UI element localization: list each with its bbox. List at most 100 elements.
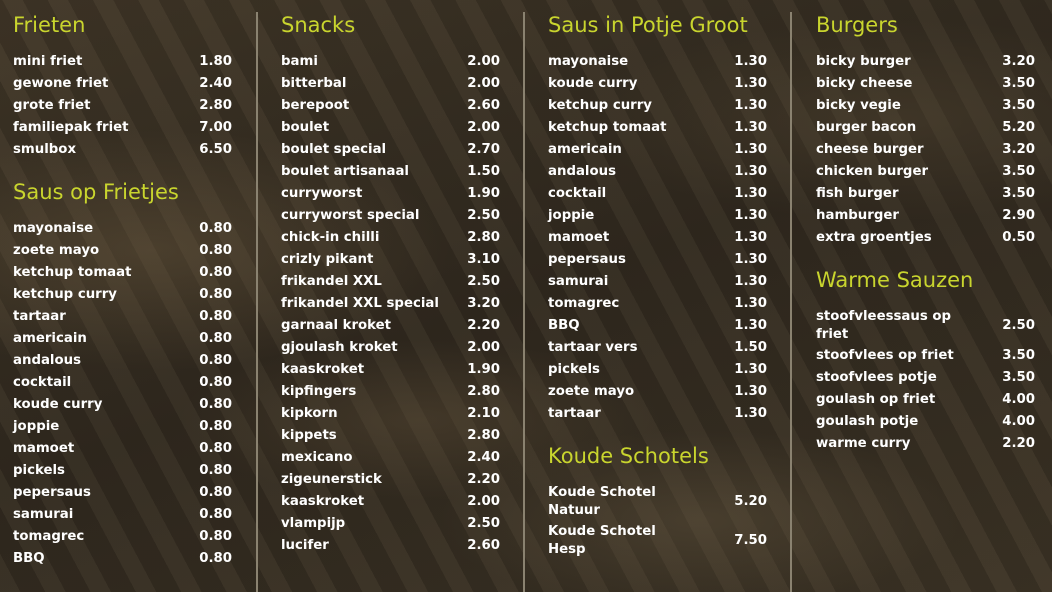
item-price: 5.20 <box>1002 120 1035 135</box>
item-name: fish burger <box>816 186 899 201</box>
item-price: 3.20 <box>1002 54 1035 69</box>
menu-item: kaaskroket 1.90 <box>281 359 500 381</box>
menu-item: Koude Schotel Natuur 5.20 <box>548 482 767 521</box>
item-price: 5.20 <box>734 493 767 509</box>
menu-item: stoofvlees op friet 3.50 <box>816 345 1035 367</box>
item-name: ketchup tomaat <box>548 120 667 135</box>
item-price: 1.30 <box>734 54 767 69</box>
menu-column: Frieten mini friet 1.80 gewone friet 2.40 gro… <box>13 12 232 570</box>
item-price: 1.30 <box>734 296 767 311</box>
section-title: Saus op Frietjes <box>13 180 179 204</box>
item-price: 2.50 <box>1002 317 1035 333</box>
menu-item: stoofvlees potje 3.50 <box>816 367 1035 389</box>
item-price: 1.30 <box>734 98 767 113</box>
section-title: Frieten <box>13 13 86 37</box>
item-price: 0.80 <box>199 463 232 478</box>
item-name: gjoulash kroket <box>281 340 398 355</box>
item-price: 3.50 <box>1002 98 1035 113</box>
menu-item: berepoot 2.60 <box>281 95 500 117</box>
item-name: samurai <box>13 507 74 522</box>
item-name: boulet artisanaal <box>281 164 409 179</box>
item-name: Koude Schotel Natuur <box>548 484 656 518</box>
section-title: Burgers <box>816 13 898 37</box>
item-name: gewone friet <box>13 76 109 91</box>
item-name: frikandel XXL <box>281 274 382 289</box>
menu-item: bitterbal 2.00 <box>281 73 500 95</box>
item-price: 1.30 <box>734 76 767 91</box>
item-price: 0.80 <box>199 419 232 434</box>
menu-item: Koude Schotel Hesp 7.50 <box>548 521 767 560</box>
item-price: 2.20 <box>1002 436 1035 451</box>
item-price: 0.80 <box>199 309 232 324</box>
item-price: 2.00 <box>467 494 500 509</box>
item-name: mayonaise <box>548 54 629 69</box>
item-name: tomagrec <box>13 529 85 544</box>
item-name: mini friet <box>13 54 83 69</box>
item-price: 0.80 <box>199 441 232 456</box>
menu-item: garnaal kroket 2.20 <box>281 315 500 337</box>
menu-item: gjoulash kroket 2.00 <box>281 337 500 359</box>
menu-item: ketchup curry 1.30 <box>548 95 767 117</box>
item-name: kipkorn <box>281 406 338 421</box>
column-divider <box>523 12 525 592</box>
item-name: chick-in chilli <box>281 230 380 245</box>
item-name: vlampijp <box>281 516 346 531</box>
item-price: 1.30 <box>734 120 767 135</box>
section-title: Warme Sauzen <box>816 268 974 292</box>
item-name: mamoet <box>548 230 610 245</box>
item-name: zoete mayo <box>548 384 635 399</box>
item-name: boulet special <box>281 142 387 157</box>
item-price: 2.40 <box>199 76 232 91</box>
menu-item: gewone friet 2.40 <box>13 73 232 95</box>
menu-item: warme curry 2.20 <box>816 433 1035 455</box>
menu-item: kaaskroket 2.00 <box>281 491 500 513</box>
item-price: 0.80 <box>199 353 232 368</box>
menu-item: tartaar vers 1.50 <box>548 337 767 359</box>
item-price: 2.00 <box>467 76 500 91</box>
item-name: kipfingers <box>281 384 357 399</box>
menu-section: Koude Schotels Koude Schotel Natuur 5.20 Ko… <box>548 443 767 560</box>
item-name: boulet <box>281 120 330 135</box>
item-price: 1.30 <box>734 252 767 267</box>
item-price: 2.80 <box>467 384 500 399</box>
menu-item: stoofvleessaus op friet 2.50 <box>816 306 1035 345</box>
item-name: smulbox <box>13 142 77 157</box>
item-price: 2.50 <box>467 516 500 531</box>
menu-column: Snacks bami 2.00 bitterbal 2.00 berepoot 2.60 b… <box>281 12 500 557</box>
item-price: 3.10 <box>467 252 500 267</box>
item-price: 1.50 <box>734 340 767 355</box>
item-name: pepersaus <box>548 252 626 267</box>
menu-section: Burgers bicky burger 3.20 bicky cheese 3.50 b… <box>816 12 1035 249</box>
item-name: Koude Schotel Hesp <box>548 523 656 557</box>
item-price: 2.80 <box>467 230 500 245</box>
column-divider <box>790 12 792 592</box>
menu-item: fish burger 3.50 <box>816 183 1035 205</box>
item-name: garnaal kroket <box>281 318 392 333</box>
item-name: andalous <box>548 164 617 179</box>
menu-item: chicken burger 3.50 <box>816 161 1035 183</box>
item-price: 2.00 <box>467 54 500 69</box>
menu-item: mini friet 1.80 <box>13 51 232 73</box>
item-price: 2.40 <box>467 450 500 465</box>
item-name: chicken burger <box>816 164 929 179</box>
menu-item: andalous 0.80 <box>13 350 232 372</box>
item-price: 4.00 <box>1002 392 1035 407</box>
menu-column: Saus in Potje Groot mayonaise 1.30 koude cu… <box>548 12 767 560</box>
menu-section: Frieten mini friet 1.80 gewone friet 2.40 gro… <box>13 12 232 161</box>
menu-item: vlampijp 2.50 <box>281 513 500 535</box>
menu-section: Saus op Frietjes mayonaise 0.80 zoete mayo 0… <box>13 179 232 570</box>
menu-item: mamoet 0.80 <box>13 438 232 460</box>
item-name: curryworst special <box>281 208 420 223</box>
menu-item: chick-in chilli 2.80 <box>281 227 500 249</box>
menu-item: crizly pikant 3.10 <box>281 249 500 271</box>
item-name: ketchup curry <box>13 287 117 302</box>
item-name: hamburger <box>816 208 899 223</box>
item-name: cocktail <box>548 186 607 201</box>
item-name: tartaar <box>13 309 66 324</box>
item-name: frikandel XXL special <box>281 296 439 311</box>
item-price: 2.70 <box>467 142 500 157</box>
menu-item: smulbox 6.50 <box>13 139 232 161</box>
item-price: 2.20 <box>467 472 500 487</box>
item-name: bicky vegie <box>816 98 901 113</box>
item-price: 1.30 <box>734 274 767 289</box>
